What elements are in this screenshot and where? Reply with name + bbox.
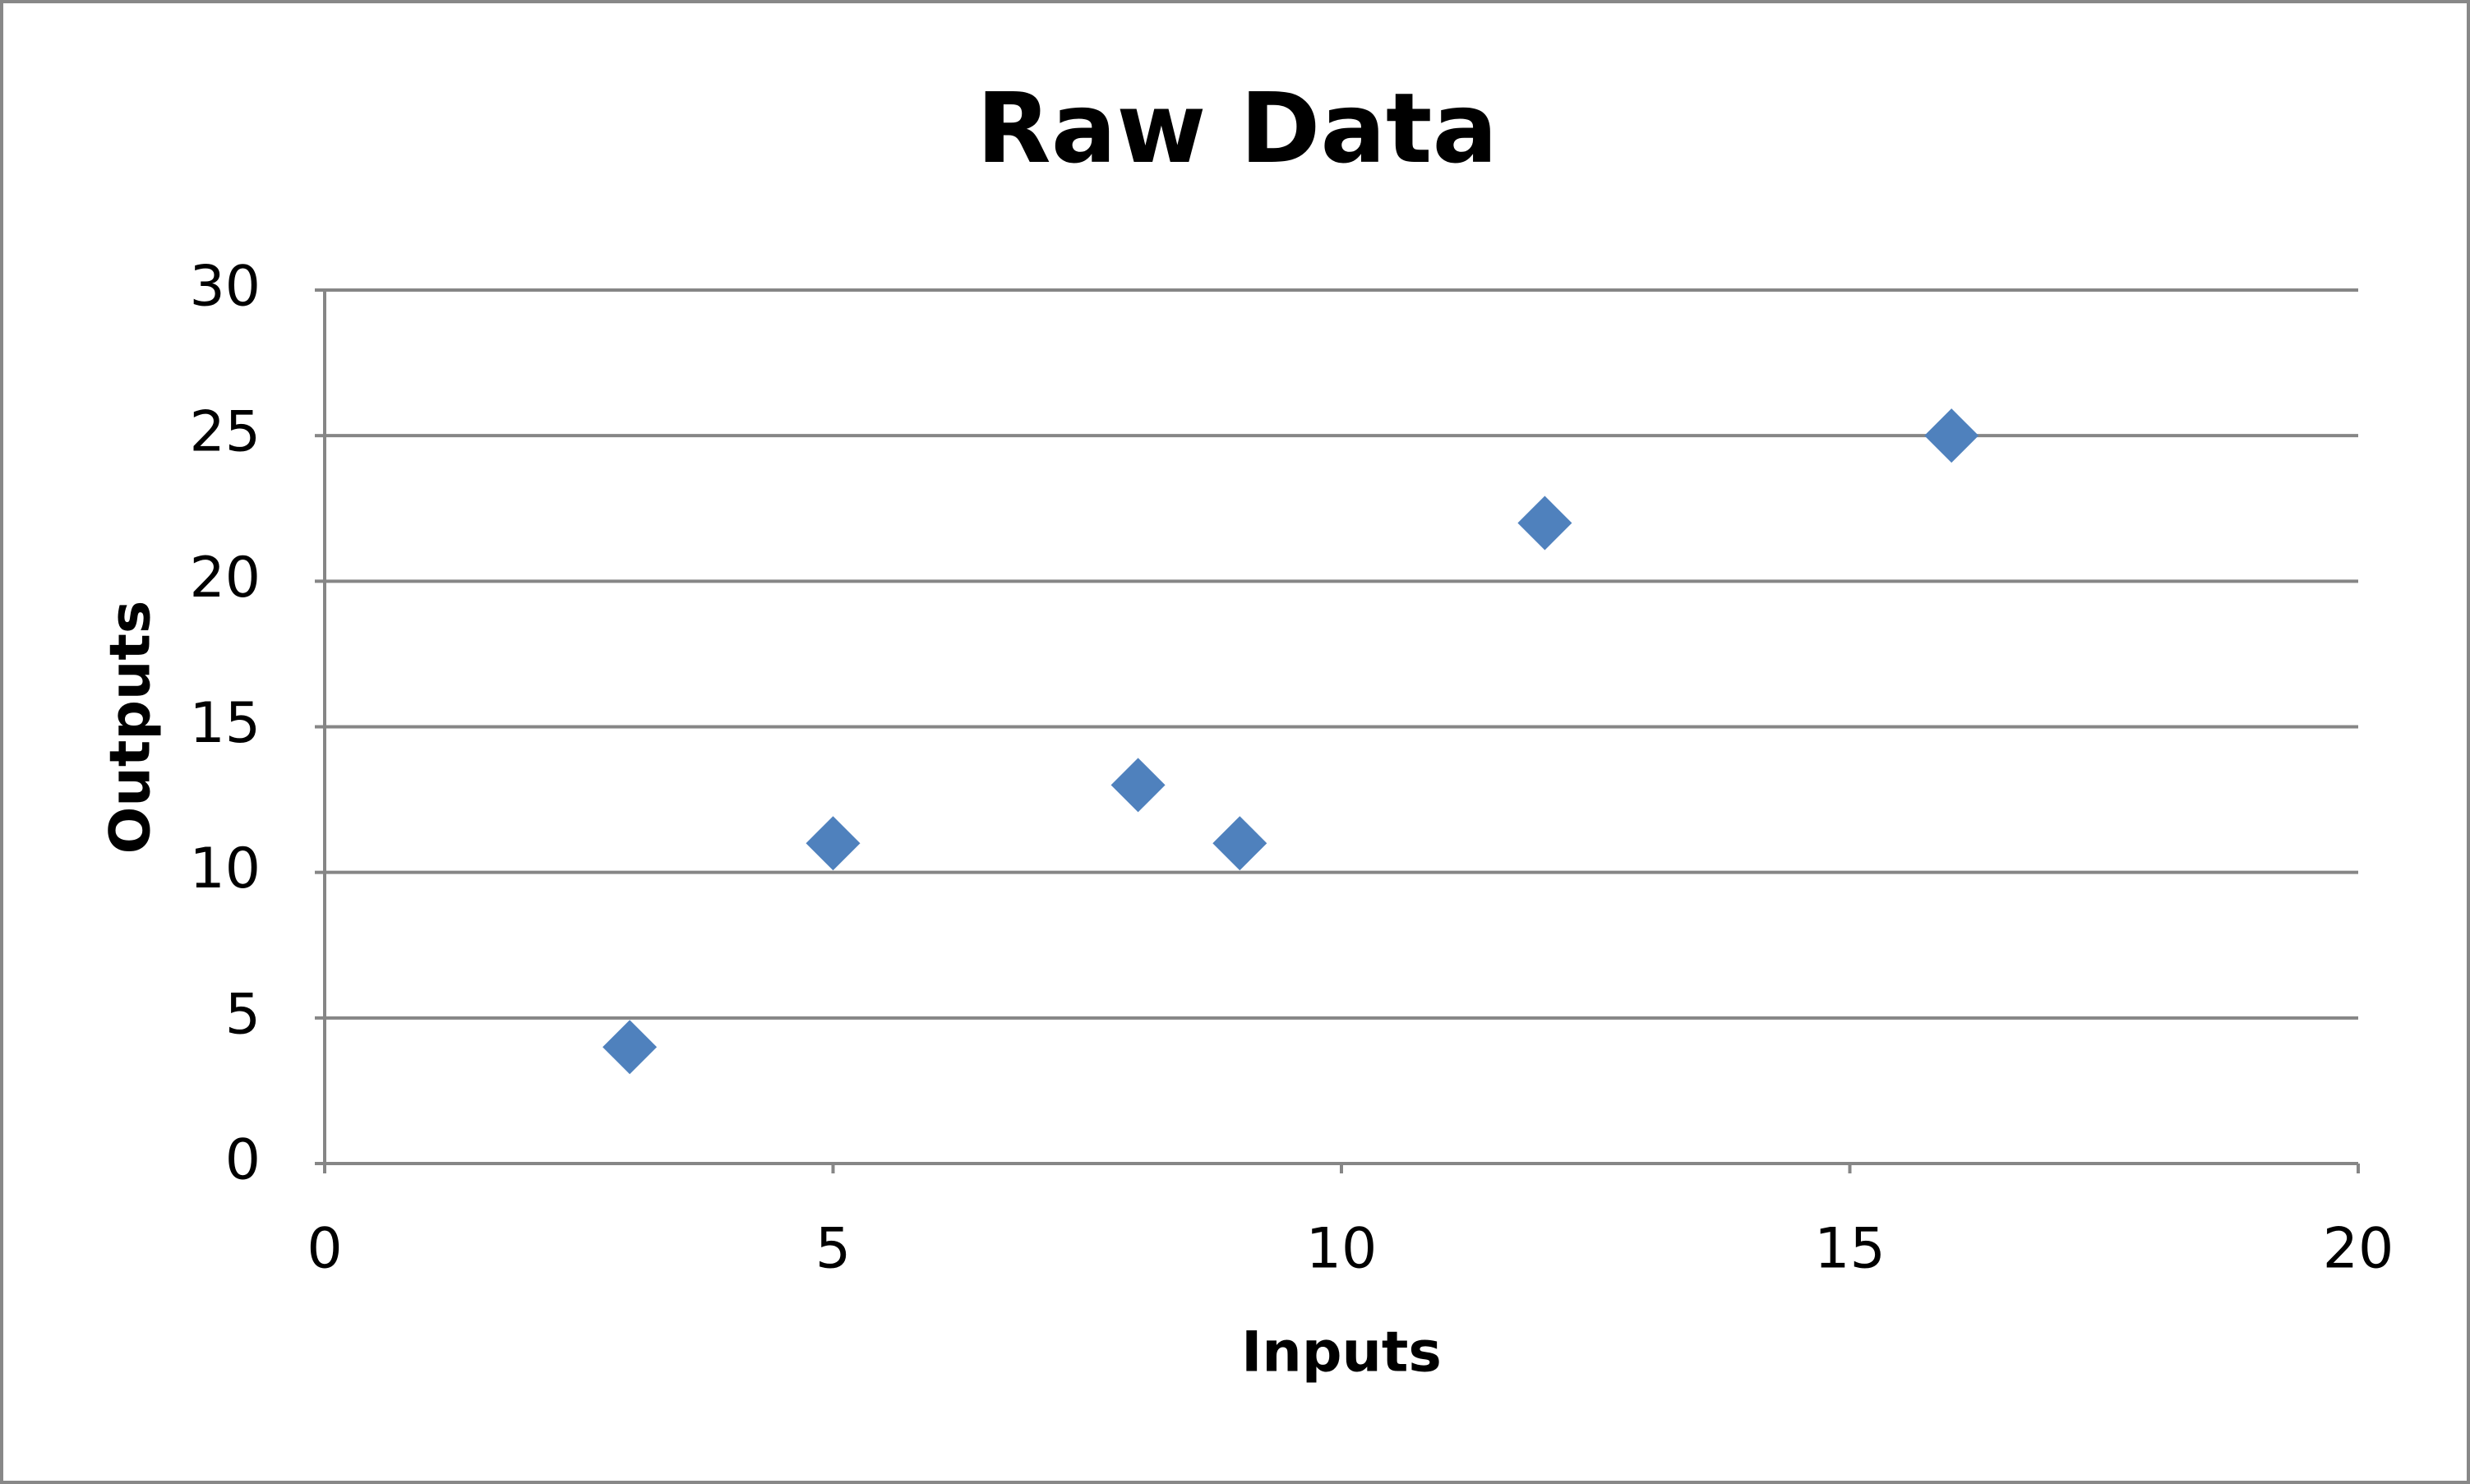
y-tick-label: 25 [189,400,261,465]
y-tick-label: 5 [225,982,261,1047]
data-point [806,816,861,871]
x-tick-label: 20 [2323,1217,2394,1282]
y-tick-label: 0 [225,1128,261,1193]
y-tick-label: 20 [189,546,261,611]
data-point [1517,495,1572,551]
y-tick-label: 10 [189,836,261,901]
y-tick-label: 15 [189,691,261,756]
x-tick-label: 10 [1306,1217,1378,1282]
chart-title: Raw Data [976,71,1498,185]
x-tick-label: 15 [1814,1217,1886,1282]
y-tick-label: 30 [189,255,261,320]
x-tick-label: 0 [307,1217,342,1282]
x-axis-title: Inputs [1241,1320,1442,1385]
data-point [1110,758,1166,813]
data-point [1924,408,1979,463]
data-point [602,1020,658,1075]
y-axis-title: Outputs [99,601,164,855]
x-tick-label: 5 [815,1217,851,1282]
data-point [1212,816,1267,871]
